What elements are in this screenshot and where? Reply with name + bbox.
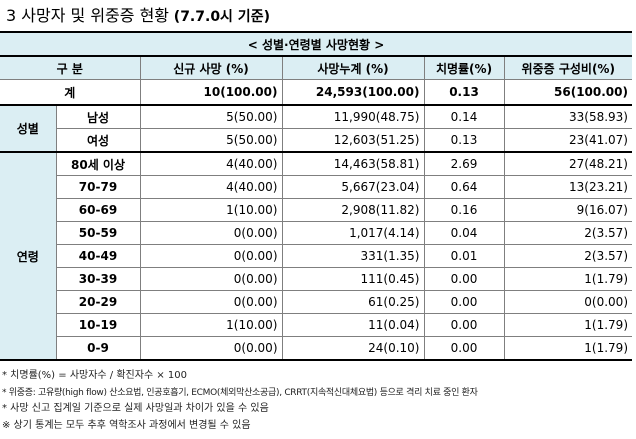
new-deaths-cell: 5(50.00) <box>139 128 283 153</box>
critical-cell: 0(0.00) <box>503 290 632 314</box>
new-deaths-cell: 4(40.00) <box>139 175 283 199</box>
cum-deaths-cell: 61(0.25) <box>281 290 425 314</box>
table-caption-row: < 성별·연령별 사망현황 > <box>0 31 632 57</box>
header-cum-deaths: 사망누계 (%) <box>281 55 425 80</box>
cum-deaths-cell: 5,667(23.04) <box>281 175 425 199</box>
total-row: 계 10(100.00) 24,593(100.00) 0.13 56(100.… <box>0 79 632 106</box>
fatality-cell: 0.16 <box>423 198 505 222</box>
table-row: 70-79 4(40.00) 5,667(23.04) 0.64 13(23.2… <box>0 175 632 199</box>
new-deaths-cell: 0(0.00) <box>139 267 283 291</box>
critical-cell: 1(1.79) <box>503 313 632 337</box>
cum-deaths-cell: 14,463(58.81) <box>281 151 425 176</box>
fatality-cell: 0.04 <box>423 221 505 245</box>
header-row: 구 분 신규 사망 (%) 사망누계 (%) 치명률(%) 위중증 구성비(%) <box>0 55 632 80</box>
row-label: 30-39 <box>55 267 141 291</box>
table-row: 연령 80세 이상 4(40.00) 14,463(58.81) 2.69 27… <box>0 151 632 361</box>
row-label: 10-19 <box>55 313 141 337</box>
footnote: * 위중증: 고유량(high flow) 산소요법, 인공호흡기, ECMO(… <box>2 387 478 398</box>
new-deaths-cell: 5(50.00) <box>139 104 283 129</box>
fatality-cell: 2.69 <box>423 151 505 176</box>
cum-deaths-cell: 11(0.04) <box>281 313 425 337</box>
critical-cell: 2(3.57) <box>503 244 632 268</box>
footnote: ※ 상기 통계는 모두 추후 역학조사 과정에서 변경될 수 있음 <box>2 419 251 431</box>
total-label: 계 <box>0 79 141 106</box>
table-caption: < 성별·연령별 사망현황 > <box>0 31 632 57</box>
critical-cell: 2(3.57) <box>503 221 632 245</box>
table-row: 30-39 0(0.00) 111(0.45) 0.00 1(1.79) <box>0 267 632 291</box>
critical-cell: 27(48.21) <box>503 151 632 176</box>
table-row: 60-69 1(10.00) 2,908(11.82) 0.16 9(16.07… <box>0 198 632 222</box>
critical-cell: 1(1.79) <box>503 267 632 291</box>
fatality-cell: 0.00 <box>423 336 505 361</box>
deaths-table: < 성별·연령별 사망현황 > 구 분 신규 사망 (%) 사망누계 (%) 치… <box>0 31 632 361</box>
row-label: 20-29 <box>55 290 141 314</box>
table-row: 성별 남성 5(50.00) 11,990(48.75) 0.14 33(58.… <box>0 104 632 153</box>
footnote: * 치명률(%) = 사망자수 / 확진자수 × 100 <box>2 370 187 381</box>
fatality-cell: 0.00 <box>423 267 505 291</box>
total-critical: 56(100.00) <box>503 79 632 106</box>
critical-cell: 9(16.07) <box>503 198 632 222</box>
cum-deaths-cell: 1,017(4.14) <box>281 221 425 245</box>
row-label: 0-9 <box>55 336 141 361</box>
row-label: 80세 이상 <box>55 151 141 176</box>
row-label: 60-69 <box>55 198 141 222</box>
row-label: 남성 <box>55 104 141 129</box>
sex-group-label: 성별 <box>0 104 57 153</box>
cum-deaths-cell: 24(0.10) <box>281 336 425 361</box>
footnotes: * 치명률(%) = 사망자수 / 확진자수 × 100 * 위중증: 고유량(… <box>2 368 478 434</box>
fatality-cell: 0.14 <box>423 104 505 129</box>
header-critical: 위중증 구성비(%) <box>503 55 632 80</box>
fatality-cell: 0.00 <box>423 313 505 337</box>
age-group-label: 연령 <box>0 151 57 361</box>
title-sub: (7.7.0시 기준) <box>173 9 270 25</box>
header-group: 구 분 <box>0 55 141 80</box>
new-deaths-cell: 0(0.00) <box>139 244 283 268</box>
new-deaths-cell: 0(0.00) <box>139 221 283 245</box>
cum-deaths-cell: 12,603(51.25) <box>281 128 425 153</box>
cum-deaths-cell: 331(1.35) <box>281 244 425 268</box>
row-label: 여성 <box>55 128 141 153</box>
total-fatality: 0.13 <box>423 79 505 106</box>
total-cum-deaths: 24,593(100.00) <box>281 79 425 106</box>
cum-deaths-cell: 11,990(48.75) <box>281 104 425 129</box>
new-deaths-cell: 0(0.00) <box>139 290 283 314</box>
row-label: 70-79 <box>55 175 141 199</box>
new-deaths-cell: 1(10.00) <box>139 313 283 337</box>
fatality-cell: 0.13 <box>423 128 505 153</box>
section-title: 3 사망자 및 위중증 현황 (7.7.0시 기준) <box>6 5 270 27</box>
table-row: 여성 5(50.00) 12,603(51.25) 0.13 23(41.07) <box>0 128 632 153</box>
critical-cell: 13(23.21) <box>503 175 632 199</box>
critical-cell: 33(58.93) <box>503 104 632 129</box>
table-row: 20-29 0(0.00) 61(0.25) 0.00 0(0.00) <box>0 290 632 314</box>
row-label: 50-59 <box>55 221 141 245</box>
critical-cell: 1(1.79) <box>503 336 632 361</box>
cum-deaths-cell: 2,908(11.82) <box>281 198 425 222</box>
table-row: 0-9 0(0.00) 24(0.10) 0.00 1(1.79) <box>0 336 632 361</box>
row-label: 40-49 <box>55 244 141 268</box>
table-row: 40-49 0(0.00) 331(1.35) 0.01 2(3.57) <box>0 244 632 268</box>
new-deaths-cell: 0(0.00) <box>139 336 283 361</box>
title-main: 3 사망자 및 위중증 현황 <box>6 6 170 25</box>
fatality-cell: 0.00 <box>423 290 505 314</box>
header-new-deaths: 신규 사망 (%) <box>139 55 283 80</box>
fatality-cell: 0.64 <box>423 175 505 199</box>
critical-cell: 23(41.07) <box>503 128 632 153</box>
cum-deaths-cell: 111(0.45) <box>281 267 425 291</box>
table-row: 50-59 0(0.00) 1,017(4.14) 0.04 2(3.57) <box>0 221 632 245</box>
footnote: * 사망 신고 집계일 기준으로 실제 사망일과 차이가 있을 수 있음 <box>2 403 269 414</box>
new-deaths-cell: 4(40.00) <box>139 151 283 176</box>
table-row: 10-19 1(10.00) 11(0.04) 0.00 1(1.79) <box>0 313 632 337</box>
header-fatality: 치명률(%) <box>423 55 505 80</box>
fatality-cell: 0.01 <box>423 244 505 268</box>
total-new-deaths: 10(100.00) <box>139 79 283 106</box>
new-deaths-cell: 1(10.00) <box>139 198 283 222</box>
